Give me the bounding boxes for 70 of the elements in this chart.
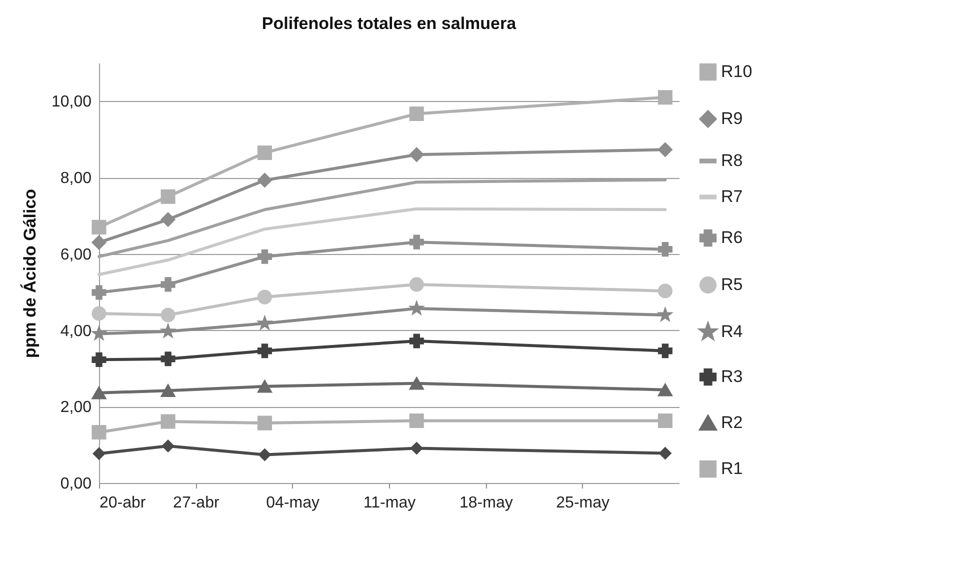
legend-label: R1 bbox=[721, 459, 743, 478]
point bbox=[409, 334, 424, 348]
point bbox=[162, 439, 175, 452]
x-tick-label: 04-may bbox=[266, 494, 320, 512]
point bbox=[410, 301, 424, 315]
y-tick-label: 6,00 bbox=[60, 246, 92, 264]
point bbox=[160, 212, 176, 227]
point bbox=[92, 306, 106, 321]
point bbox=[658, 344, 672, 358]
x-tick-label: 11-may bbox=[363, 494, 416, 512]
point bbox=[160, 384, 176, 397]
point bbox=[258, 448, 272, 462]
point bbox=[92, 352, 106, 367]
x-tick-label: 18-may bbox=[459, 494, 513, 512]
point bbox=[409, 413, 424, 428]
legend-label: R4 bbox=[721, 322, 743, 341]
x-tick-label: 25-may bbox=[556, 494, 610, 512]
line-series bbox=[98, 207, 667, 276]
y-tick-label: 8,00 bbox=[60, 170, 92, 188]
point bbox=[409, 277, 424, 292]
point bbox=[658, 383, 672, 396]
y-tick-label: 2,00 bbox=[60, 399, 92, 416]
point bbox=[257, 344, 272, 358]
point bbox=[160, 414, 176, 429]
y-axis-title: ppm de Ácido Gálico bbox=[19, 188, 40, 358]
point bbox=[257, 290, 272, 304]
y-tick-label: 4,00 bbox=[60, 322, 92, 340]
point bbox=[258, 316, 272, 330]
point bbox=[160, 352, 176, 366]
y-tick-label: 0,00 bbox=[60, 476, 92, 492]
point bbox=[658, 90, 672, 105]
point bbox=[409, 234, 424, 250]
point bbox=[658, 284, 672, 298]
legend-label: R2 bbox=[721, 413, 743, 432]
x-tick-label: 27-abr bbox=[173, 494, 220, 512]
point bbox=[160, 189, 176, 204]
legend-label: R8 bbox=[721, 151, 743, 170]
point bbox=[658, 242, 672, 257]
point bbox=[658, 308, 672, 322]
x-tick-label: 20-abr bbox=[100, 494, 146, 512]
point bbox=[658, 142, 672, 157]
point bbox=[92, 235, 106, 250]
point bbox=[92, 326, 106, 340]
point bbox=[161, 324, 175, 338]
point bbox=[409, 147, 424, 162]
point bbox=[658, 413, 672, 428]
legend-label: R6 bbox=[721, 228, 743, 247]
legend-label: R5 bbox=[721, 275, 743, 294]
y-tick-label: 10,00 bbox=[51, 94, 92, 111]
point bbox=[92, 447, 106, 460]
point bbox=[257, 416, 272, 430]
legend-label: R7 bbox=[721, 187, 743, 206]
point bbox=[410, 442, 424, 455]
legend-label: R3 bbox=[721, 367, 743, 386]
point bbox=[92, 424, 106, 440]
point bbox=[257, 172, 272, 188]
point bbox=[92, 285, 106, 300]
legend-label: R9 bbox=[721, 109, 743, 128]
point bbox=[257, 380, 272, 393]
point bbox=[409, 376, 424, 390]
point bbox=[257, 145, 272, 160]
chart-title: Polifenoles totales en salmuera bbox=[262, 14, 517, 33]
point bbox=[257, 249, 272, 264]
point bbox=[658, 446, 672, 460]
legend-label: R10 bbox=[721, 62, 752, 81]
point bbox=[160, 308, 176, 322]
point bbox=[409, 106, 424, 122]
point bbox=[92, 220, 106, 234]
point bbox=[160, 277, 176, 292]
point bbox=[92, 386, 106, 400]
